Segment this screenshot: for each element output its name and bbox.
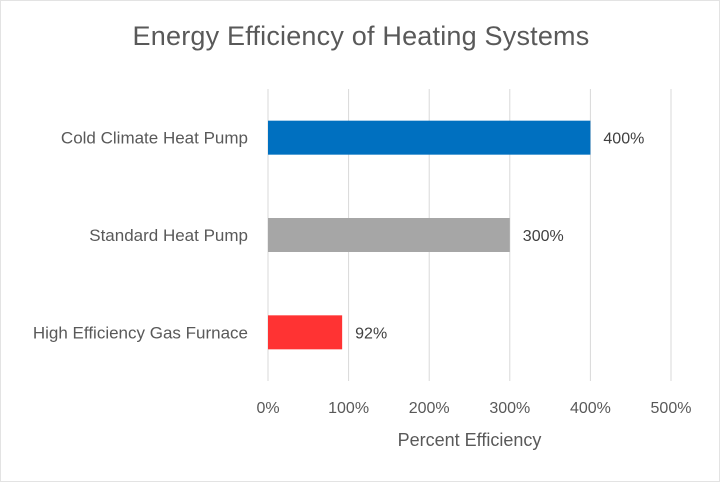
category-label: Cold Climate Heat Pump (61, 129, 248, 148)
data-label: 300% (523, 228, 564, 245)
category-label: Standard Heat Pump (89, 226, 248, 245)
x-tick-label: 0% (256, 400, 279, 417)
category-label: High Efficiency Gas Furnace (33, 323, 248, 342)
x-tick-label: 400% (570, 400, 611, 417)
bar (268, 120, 591, 155)
x-tick-label: 300% (489, 400, 530, 417)
bar (268, 218, 510, 252)
chart-title: Energy Efficiency of Heating Systems (132, 21, 590, 51)
data-label: 400% (603, 131, 644, 148)
labels: 0% 100% 200% 300% 400% 500% Cold Climate Heat … (33, 129, 692, 417)
bars (268, 120, 591, 350)
x-tick-label: 200% (409, 400, 450, 417)
x-tick-label: 500% (651, 400, 692, 417)
x-tick-label: 100% (328, 400, 369, 417)
data-label: 92% (355, 325, 387, 342)
x-axis-title: Percent Efficiency (398, 430, 542, 450)
bar (268, 315, 343, 350)
